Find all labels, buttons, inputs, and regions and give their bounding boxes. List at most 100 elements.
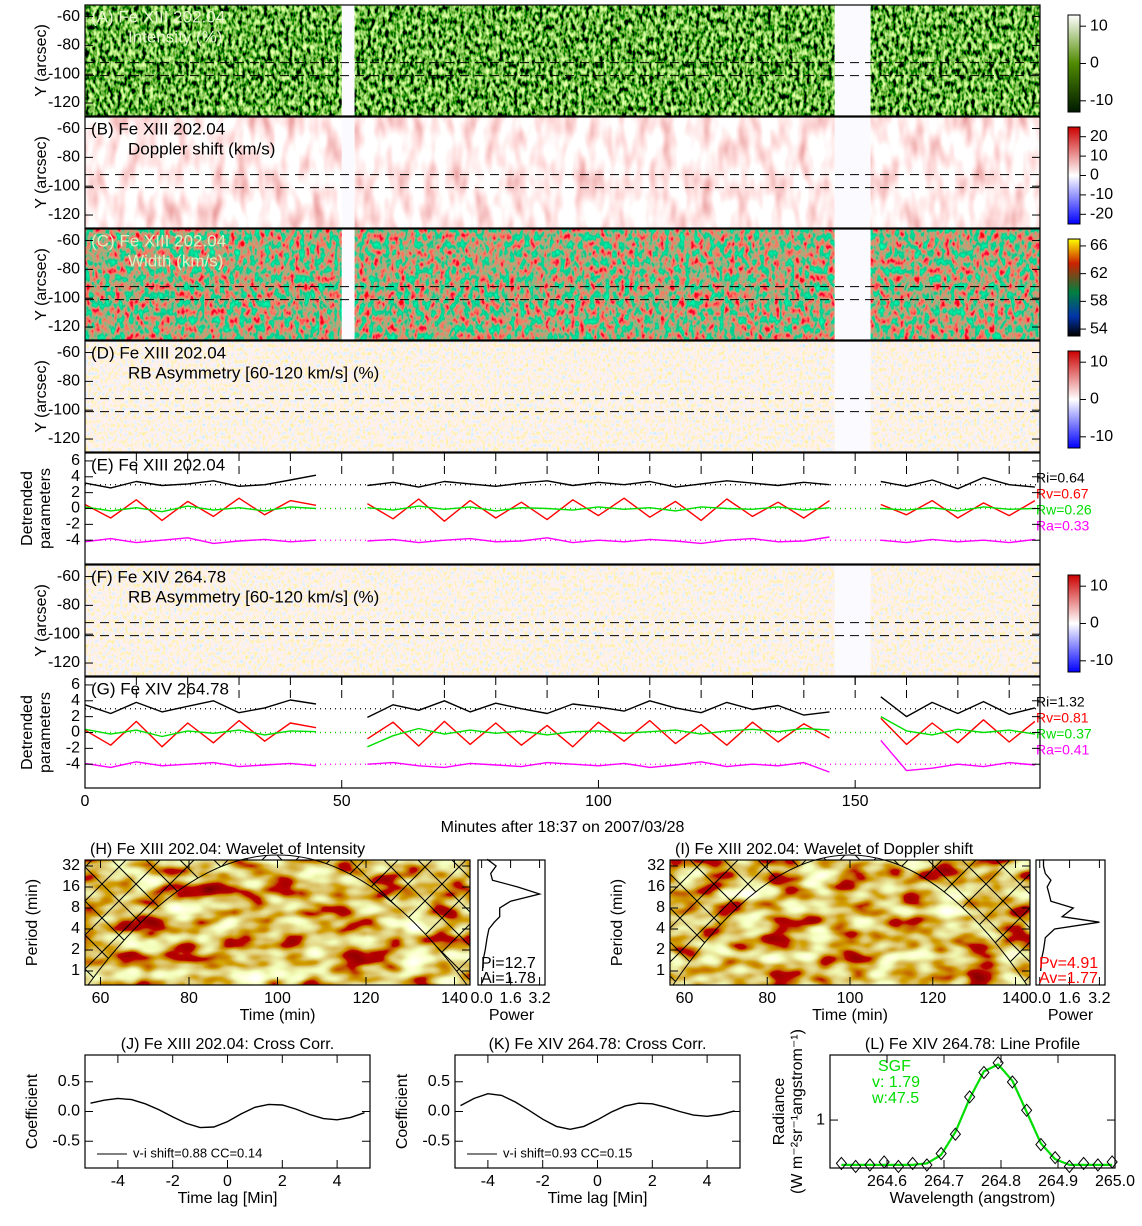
panel-subtitle: Width (km/s)	[128, 251, 223, 270]
x-tick-label: 1.6	[499, 990, 521, 1007]
y-tick-label: 16	[647, 878, 665, 895]
heatmap-image	[85, 565, 1040, 676]
heatmap-image	[85, 117, 1040, 228]
colorbar-tick-label: 66	[1090, 237, 1108, 254]
x-tick-label: 265.0	[1095, 1173, 1135, 1190]
x-axis-label: Power	[489, 1007, 535, 1024]
data-gap	[834, 117, 871, 228]
x-tick-label: 3.2	[528, 990, 550, 1007]
y-tick-label: -100	[48, 65, 80, 82]
y-tick-label: -80	[57, 597, 80, 614]
y-axis-label: Y (arcsec)	[33, 584, 50, 657]
legend-label: Rw=0.26	[1036, 502, 1092, 518]
series-line	[84, 739, 1035, 773]
data-point	[849, 1159, 862, 1174]
x-tick-label: 4	[703, 1173, 712, 1190]
axes-frame	[84, 116, 1041, 229]
panel-subtitle: RB Asymmetry [60-120 km/s] (%)	[128, 363, 379, 382]
y-tick-label: -120	[48, 206, 80, 223]
colorbar-tick-label: 58	[1090, 293, 1108, 310]
y-tick-label: 32	[647, 857, 665, 874]
data-gap	[834, 565, 871, 676]
x-tick-label: 140	[441, 990, 468, 1007]
data-point	[1077, 1156, 1090, 1171]
x-tick-label: 100	[837, 990, 864, 1007]
power-annotation: Pi=12.7	[481, 955, 536, 972]
x-tick-label: 150	[842, 793, 869, 810]
data-point	[1106, 1155, 1118, 1169]
axes-frame	[1035, 859, 1106, 986]
y-axis-label: Y (arcsec)	[33, 136, 50, 209]
data-point	[864, 1158, 876, 1172]
x-tick-label: 264.7	[924, 1173, 964, 1190]
x-axis-label: Time (min)	[240, 1007, 316, 1024]
colorbar-tick-label: 0	[1090, 167, 1099, 184]
y-tick-label: 6	[71, 452, 80, 469]
data-point	[835, 1156, 848, 1171]
y-tick-label: 4	[71, 920, 80, 937]
y-axis-label: Detrended	[19, 471, 36, 546]
power-curve	[481, 858, 542, 972]
panel-subtitle: Doppler shift (km/s)	[128, 139, 275, 158]
legend-label: Rw=0.37	[1036, 726, 1092, 742]
panel-title: (A) Fe XIII 202.04	[91, 7, 225, 26]
x-tick-label: 3.2	[1088, 990, 1110, 1007]
x-tick-label: 4	[333, 1173, 342, 1190]
panel-title: (E) Fe XIII 202.04	[91, 455, 225, 474]
colorbar	[1067, 126, 1081, 225]
panel-title: (K) Fe XIV 264.78: Cross Corr.	[489, 1036, 707, 1053]
data-point	[1020, 1103, 1033, 1118]
y-tick-label: 0.0	[428, 1103, 450, 1120]
x-tick-label: 264.8	[981, 1173, 1021, 1190]
cone-of-influence	[672, 854, 1028, 986]
y-tick-label: 2	[71, 484, 80, 501]
x-tick-label: 2	[278, 1173, 287, 1190]
panel-title: (I) Fe XIII 202.04: Wavelet of Doppler s…	[675, 841, 974, 858]
panel-title: (J) Fe XIII 202.04: Cross Corr.	[121, 1036, 334, 1053]
y-axis-label: parameters	[37, 468, 54, 549]
x-axis-label: Time lag [Min]	[548, 1190, 648, 1207]
x-tick-label: 0.0	[470, 990, 492, 1007]
y-tick-label: -80	[57, 37, 80, 54]
legend-label: Ri=1.32	[1036, 694, 1085, 710]
heatmap-image	[85, 341, 1040, 452]
axes-frame	[84, 564, 1041, 677]
axes-frame	[84, 228, 1041, 341]
y-tick-label: -100	[48, 401, 80, 418]
y-axis-label: Y (arcsec)	[33, 248, 50, 321]
y-axis-label: (W m⁻²sr⁻¹angstrom⁻¹)	[789, 1029, 806, 1194]
x-axis-label: Time (min)	[812, 1007, 888, 1024]
data-point	[935, 1146, 947, 1161]
x-axis-label: Wavelength (angstrom)	[890, 1190, 1056, 1207]
y-axis-label: Period (min)	[24, 879, 41, 966]
y-tick-label: 4	[71, 468, 80, 485]
colorbar	[1067, 574, 1081, 673]
y-tick-label: 0.5	[58, 1073, 80, 1090]
x-axis-label: Time lag [Min]	[178, 1190, 278, 1207]
data-point	[1063, 1159, 1076, 1174]
axes-frame	[84, 340, 1041, 453]
y-tick-label: 2	[71, 941, 80, 958]
y-tick-label: -120	[48, 430, 80, 447]
y-tick-label: 4	[71, 692, 80, 709]
x-tick-label: 120	[353, 990, 380, 1007]
panel-title: (F) Fe XIV 264.78	[91, 567, 226, 586]
y-tick-label: -2	[66, 516, 80, 533]
y-tick-label: -0.5	[52, 1132, 80, 1149]
legend-label: Rv=0.67	[1036, 486, 1089, 502]
colorbar-tick-label: -20	[1090, 206, 1113, 223]
data-gap	[834, 229, 871, 340]
colorbar-tick-label: 62	[1090, 265, 1108, 282]
colorbar-tick-label: 0	[1090, 391, 1099, 408]
x-tick-label: 120	[919, 990, 946, 1007]
fit-annotation: SGF	[878, 1058, 911, 1075]
panel-title: (L) Fe XIV 264.78: Line Profile	[865, 1036, 1080, 1053]
y-tick-label: -4	[66, 755, 80, 772]
x-axis-label: Power	[1048, 1007, 1094, 1024]
panel-title: (D) Fe XIII 202.04	[91, 343, 226, 362]
data-point	[1006, 1075, 1019, 1089]
axes-frame	[477, 859, 546, 986]
y-tick-label: 0.0	[58, 1103, 80, 1120]
x-tick-label: 1.6	[1058, 990, 1080, 1007]
